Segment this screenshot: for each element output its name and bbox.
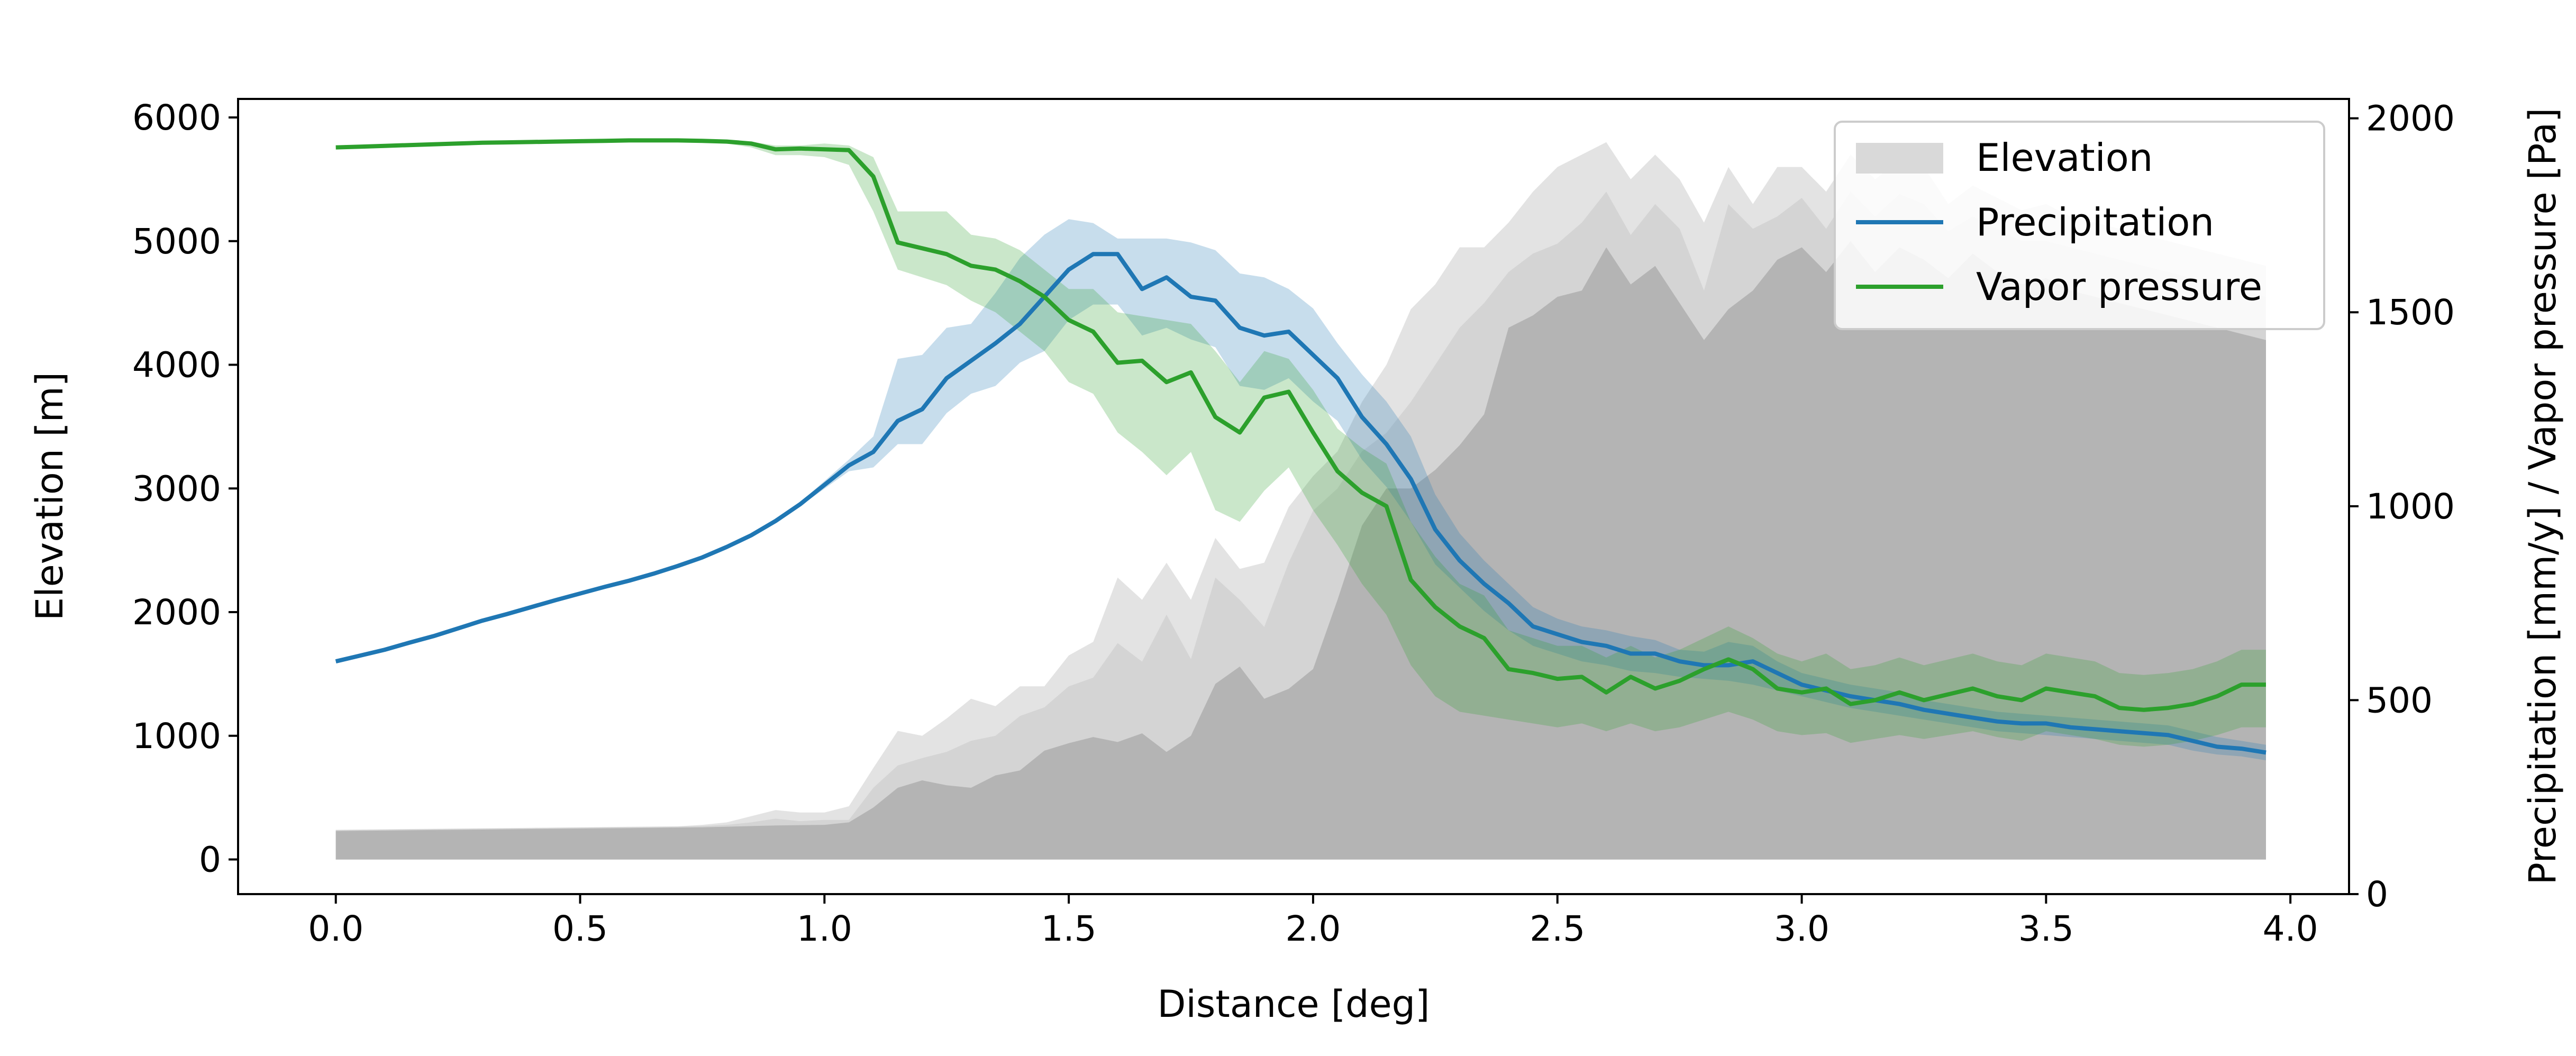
right-y-axis-ticks: 0 500 1000 1500 2000 — [2349, 98, 2455, 915]
right-y-tick-label: 0 — [2366, 874, 2388, 915]
left-y-tick-label: 1000 — [132, 716, 221, 757]
left-y-tick-label: 2000 — [132, 592, 221, 633]
x-tick-label: 2.0 — [1285, 908, 1341, 949]
x-tick-label: 0.5 — [552, 908, 608, 949]
right-y-tick-label: 1500 — [2366, 292, 2455, 333]
elevation-core-area — [335, 241, 2266, 860]
precipitation-uncertainty-band — [335, 219, 2266, 761]
x-tick-label: 3.0 — [1774, 908, 1829, 949]
legend-elevation-swatch — [1856, 143, 1943, 174]
precipitation-line — [335, 252, 2266, 755]
legend-elevation-label: Elevation — [1976, 135, 2153, 180]
x-tick-label: 4.0 — [2263, 908, 2318, 949]
left-y-tick-label: 6000 — [132, 97, 221, 138]
legend-frame — [1834, 121, 2325, 330]
right-y-axis-title: Precipitation [mm/y] / Vapor pressure [P… — [2521, 108, 2564, 885]
x-tick-label: 1.0 — [797, 908, 852, 949]
left-y-tick-label: 5000 — [132, 221, 221, 262]
vapor-pressure-uncertainty-band — [335, 140, 2266, 747]
legend: Elevation Precipitation Vapor pressure — [1834, 121, 2325, 330]
x-tick-label: 3.5 — [2018, 908, 2074, 949]
plot-frame — [237, 98, 2350, 895]
vapor-pressure-line — [335, 138, 2266, 712]
left-y-tick-label: 4000 — [132, 345, 221, 386]
right-y-tick-label: 1000 — [2366, 486, 2455, 527]
right-y-tick-label: 2000 — [2366, 98, 2455, 139]
left-y-tick-label: 0 — [199, 840, 221, 880]
x-axis-ticks: 0.0 0.5 1.0 1.5 2.0 2.5 3.0 3.5 4.0 — [308, 894, 2318, 949]
x-tick-label: 1.5 — [1041, 908, 1097, 949]
left-y-tick-label: 3000 — [132, 468, 221, 509]
legend-precipitation-label: Precipitation — [1976, 200, 2214, 244]
right-y-tick-label: 500 — [2366, 680, 2433, 721]
x-axis-title: Distance [deg] — [1158, 982, 1430, 1026]
x-tick-label: 2.5 — [1530, 908, 1585, 949]
legend-vapor-pressure-label: Vapor pressure — [1976, 265, 2262, 309]
left-y-axis-title: Elevation [m] — [28, 372, 71, 621]
left-y-axis-ticks: 0 1000 2000 3000 4000 5000 6000 — [132, 97, 238, 880]
x-tick-label: 0.0 — [308, 908, 363, 949]
